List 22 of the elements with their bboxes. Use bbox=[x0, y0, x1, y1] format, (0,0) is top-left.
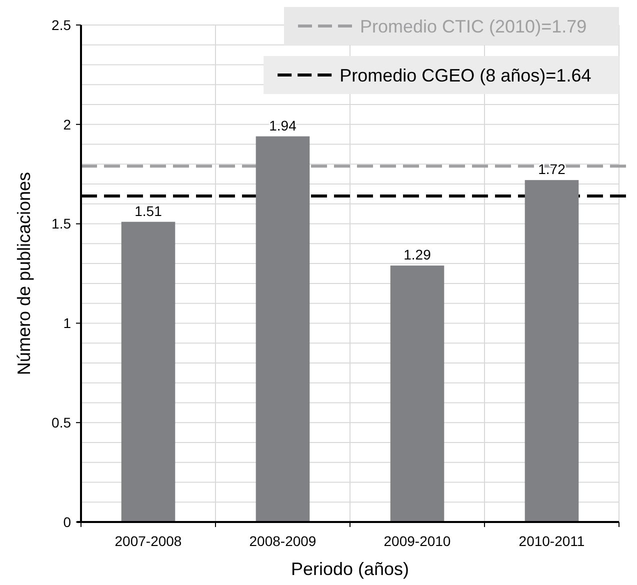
data-label: 1.51 bbox=[134, 202, 162, 219]
bar bbox=[121, 222, 176, 522]
data-label: 1.72 bbox=[538, 161, 566, 178]
legend-label: Promedio CTIC (2010)=1.79 bbox=[360, 16, 587, 36]
y-tick-label: 2.5 bbox=[52, 16, 72, 33]
x-tick-label: 2008-2009 bbox=[249, 533, 316, 549]
bar bbox=[524, 180, 579, 522]
data-label: 1.29 bbox=[404, 246, 432, 263]
y-tick-label: 1.5 bbox=[52, 216, 72, 232]
x-tick-label: 2010-2011 bbox=[518, 533, 585, 549]
x-tick-label: 2007-2008 bbox=[114, 533, 182, 549]
legend-label: Promedio CGEO (8 años)=1.64 bbox=[340, 65, 592, 86]
y-tick-label: 0 bbox=[63, 514, 72, 530]
y-tick-label: 0.5 bbox=[52, 414, 72, 430]
y-tick-label: 2 bbox=[63, 116, 72, 132]
x-axis-title: Periodo (años) bbox=[290, 559, 410, 579]
x-tick-label: 2009-2010 bbox=[384, 533, 451, 549]
y-axis-title: Número de publicaciones bbox=[14, 172, 34, 376]
bar bbox=[390, 266, 444, 522]
bar bbox=[256, 136, 310, 522]
y-tick-label: 1 bbox=[63, 315, 72, 332]
data-label: 1.94 bbox=[269, 117, 297, 134]
